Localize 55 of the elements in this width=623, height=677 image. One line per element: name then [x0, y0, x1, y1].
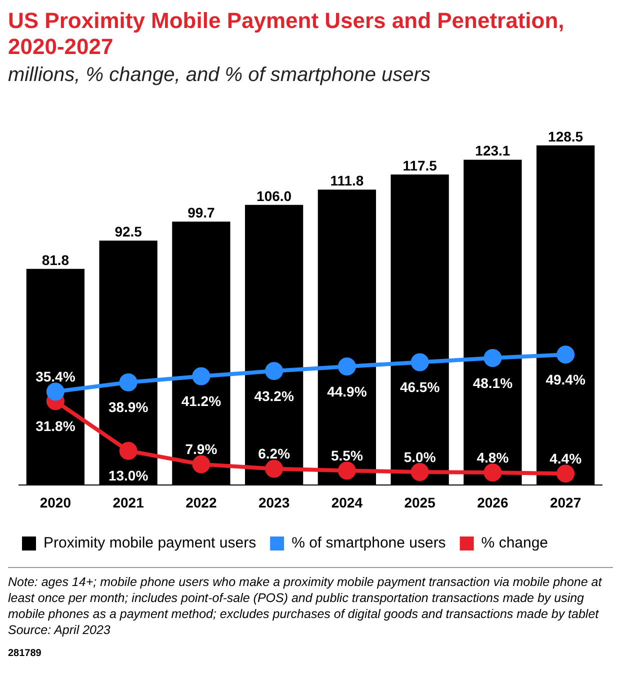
data-label: 111.8 — [330, 172, 364, 188]
chart-title: US Proximity Mobile Payment Users and Penetration, 2020-2027 — [8, 8, 566, 60]
point — [484, 464, 502, 482]
x-tick-label: 2023 — [258, 494, 290, 510]
data-label: 46.5% — [400, 379, 440, 396]
text: 281789 — [8, 648, 42, 659]
data-label: 31.8% — [36, 418, 76, 434]
data-label: 6.2% — [258, 446, 291, 462]
x-tick-label: 2021 — [112, 494, 144, 510]
text: Note: ages 14+; mobile phone users who make a proximity mobile payment transaction via mobile phone at least once per month; includes point-of-sale (POS) and public transportation transactions made by using mobile phones as a payment method; excludes purchases of digital goods and transactions made by tablet — [8, 574, 604, 622]
legend-label: % change — [481, 534, 548, 552]
point — [338, 462, 356, 480]
x-tick-label: 2020 — [40, 494, 72, 510]
point — [265, 362, 284, 380]
data-label: 44.9% — [327, 383, 368, 400]
data-label: 41.2% — [181, 393, 222, 410]
point — [410, 353, 429, 372]
x-tick-label: 2027 — [550, 494, 582, 510]
point — [119, 373, 138, 392]
data-label: 123.1 — [475, 142, 510, 159]
data-label: 106.0 — [256, 188, 292, 204]
point — [46, 382, 64, 401]
source-note: Source: April 2023 — [8, 622, 112, 638]
x-tick-label: 2022 — [186, 494, 217, 510]
point — [265, 460, 284, 478]
data-label: 92.5 — [114, 223, 142, 240]
data-label: 13.0% — [108, 468, 149, 484]
legend-label: % of smartphone users — [292, 534, 446, 552]
x-tick-label: 2025 — [404, 494, 436, 510]
point — [192, 367, 210, 386]
point — [556, 346, 575, 364]
point — [338, 357, 356, 376]
data-label: 35.4% — [36, 368, 76, 384]
data-label: 48.1% — [472, 374, 514, 391]
data-label: 4.4% — [550, 450, 582, 466]
point — [556, 464, 575, 483]
data-label: 43.2% — [254, 388, 294, 404]
data-label: 4.8% — [476, 449, 510, 466]
data-label: 128.5 — [548, 128, 584, 144]
point — [484, 349, 502, 368]
data-label: 7.9% — [185, 441, 218, 458]
point — [192, 455, 210, 474]
data-label: 117.5 — [402, 157, 438, 174]
x-tick-label: 2026 — [477, 494, 508, 510]
data-label: 5.5% — [330, 448, 364, 464]
x-tick-label: 2024 — [331, 494, 363, 510]
data-label: 38.9% — [108, 399, 149, 416]
data-label: 49.4% — [546, 371, 586, 388]
chart-subtitle: millions, % change, and % of smartphone users — [8, 64, 432, 87]
data-label: 99.7 — [188, 204, 216, 220]
data-label: 81.8 — [42, 252, 70, 268]
legend-label: Proximity mobile payment users — [44, 534, 256, 552]
data-label: 5.0% — [404, 448, 436, 465]
point — [410, 462, 429, 481]
point — [119, 442, 138, 460]
